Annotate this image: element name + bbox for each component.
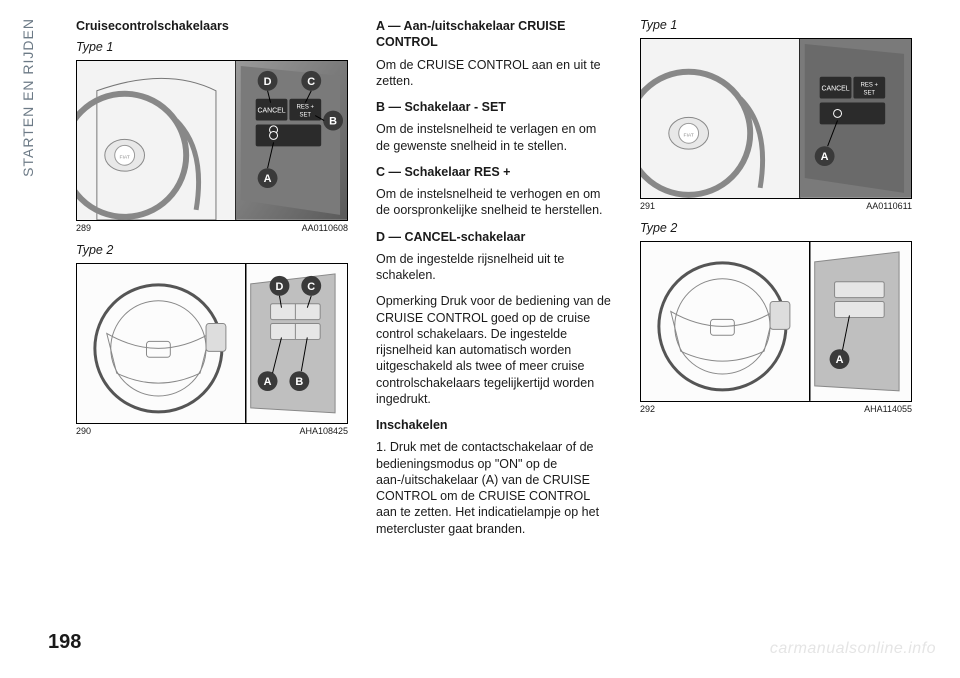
svg-text:A: A [264, 173, 272, 185]
fig-code: AA0110611 [866, 201, 912, 211]
caption-290: 290 AHA108425 [76, 426, 348, 436]
figure-292: A [640, 241, 912, 402]
svg-text:D: D [276, 281, 284, 293]
svg-text:FIAT: FIAT [683, 132, 693, 138]
figure-289: FIAT CANCEL RES + [76, 60, 348, 221]
svg-text:CANCEL: CANCEL [257, 108, 285, 115]
heading-C: C — Schakelaar RES + [376, 164, 612, 180]
heading-B: B — Schakelaar - SET [376, 99, 612, 115]
text-D: Om de ingestelde rijsnelheid uit te scha… [376, 251, 612, 284]
col3-type1-label: Type 1 [640, 18, 912, 32]
caption-292: 292 AHA114055 [640, 404, 912, 414]
fig-num: 291 [640, 201, 655, 211]
watermark: carmanualsonline.info [770, 640, 936, 658]
note-text: Opmerking Druk voor de bediening van de … [376, 293, 612, 407]
caption-291: 291 AA0110611 [640, 201, 912, 211]
content-columns: Cruisecontrolschakelaars Type 1 FIAT [76, 18, 912, 547]
column-1: Cruisecontrolschakelaars Type 1 FIAT [76, 18, 348, 547]
svg-text:SET: SET [864, 91, 876, 97]
text-C: Om de instelsnelheid te verhogen en om d… [376, 186, 612, 219]
col3-type2-label: Type 2 [640, 221, 912, 235]
section-tab: STARTEN EN RIJDEN [20, 18, 36, 177]
svg-text:C: C [307, 281, 315, 293]
fig-num: 290 [76, 426, 91, 436]
type2-label: Type 2 [76, 243, 348, 257]
type1-label: Type 1 [76, 40, 348, 54]
caption-289: 289 AA0110608 [76, 223, 348, 233]
svg-text:A: A [264, 376, 272, 388]
heading-enable: Inschakelen [376, 417, 612, 433]
svg-text:D: D [264, 76, 272, 88]
column-2: A — Aan-/uitschakelaar CRUISE CONTROL Om… [376, 18, 612, 547]
fig-code: AHA108425 [299, 426, 348, 436]
text-enable: 1. Druk met de contactschakelaar of de b… [376, 439, 612, 537]
svg-text:RES +: RES + [297, 105, 315, 111]
text-A: Om de CRUISE CONTROL aan en uit te zette… [376, 57, 612, 90]
page-number: 198 [48, 631, 81, 654]
svg-text:A: A [821, 151, 829, 163]
svg-text:A: A [836, 354, 844, 366]
svg-text:C: C [307, 76, 315, 88]
manual-page: STARTEN EN RIJDEN Cruisecontrolschakelaa… [0, 0, 960, 678]
text-B: Om de instelsnelheid te verlagen en om d… [376, 121, 612, 154]
figure-291: FIAT CANCEL RES + SET A [640, 38, 912, 199]
fig-num: 289 [76, 223, 91, 233]
heading-cruise-switches: Cruisecontrolschakelaars [76, 18, 348, 34]
fig-code: AHA114055 [864, 404, 912, 414]
fiat-badge: FIAT [119, 155, 129, 161]
heading-A: A — Aan-/uitschakelaar CRUISE CONTROL [376, 18, 612, 51]
svg-text:RES +: RES + [861, 83, 879, 89]
svg-text:SET: SET [300, 113, 312, 119]
heading-D: D — CANCEL-schakelaar [376, 229, 612, 245]
column-3: Type 1 FIAT CANCEL RES + SET [640, 18, 912, 547]
svg-text:CANCEL: CANCEL [821, 86, 849, 93]
svg-text:B: B [329, 116, 337, 128]
svg-text:B: B [295, 376, 303, 388]
fig-num: 292 [640, 404, 655, 414]
fig-code: AA0110608 [302, 223, 348, 233]
figure-290: D C A B [76, 263, 348, 424]
